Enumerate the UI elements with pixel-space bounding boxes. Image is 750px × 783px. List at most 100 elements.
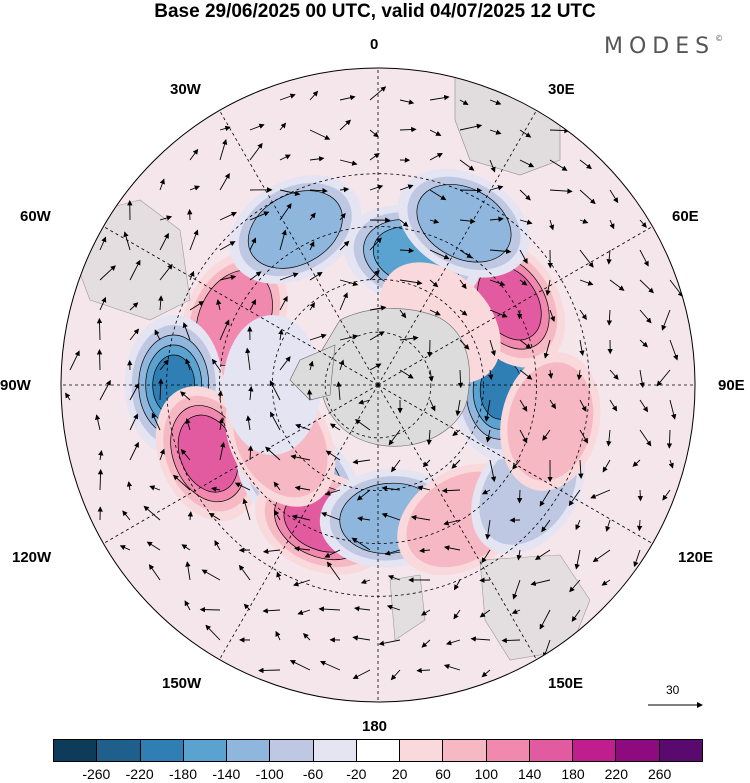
wind-arrow — [242, 498, 251, 521]
wind-arrow — [352, 669, 371, 679]
wind-arrow — [489, 279, 506, 287]
wind-arrow — [420, 609, 431, 616]
wind-arrow — [99, 379, 111, 401]
wind-arrow — [481, 669, 491, 678]
anomaly-field — [124, 168, 601, 576]
wind-arrow — [459, 159, 475, 171]
wind-arrow — [519, 279, 528, 286]
wind-arrow — [238, 564, 251, 581]
wind-arrow — [129, 328, 140, 341]
colorbar-tick-label: -220 — [125, 766, 154, 782]
wind-arrow — [549, 188, 573, 194]
wind-arrow — [273, 481, 281, 491]
wind-arrow — [329, 423, 341, 431]
wind-arrow — [249, 211, 270, 221]
wind-arrow — [609, 189, 619, 204]
colorbar-swatch — [227, 740, 271, 761]
wind-arrow — [96, 349, 103, 371]
wind-arrow — [295, 423, 311, 431]
wind-arrow — [384, 549, 401, 556]
wind-arrow — [639, 429, 652, 447]
wind-arrow — [519, 129, 532, 138]
wind-arrow — [388, 429, 401, 446]
wind-arrow — [633, 549, 641, 568]
wind-arrow — [143, 505, 161, 521]
wind-arrow — [661, 309, 671, 331]
wind-arrow — [219, 241, 236, 251]
brand-logo: MODES© — [604, 34, 723, 59]
wind-arrow — [276, 571, 282, 581]
wind-arrow — [639, 219, 647, 228]
wind-arrow — [219, 274, 237, 281]
wind-arrow — [519, 339, 532, 349]
wind-arrow — [549, 399, 557, 410]
reference-vector-label: 30 — [666, 683, 680, 697]
wind-arrow — [309, 129, 331, 140]
wind-arrow — [339, 212, 346, 221]
wind-arrow — [428, 369, 434, 382]
wind-arrow — [182, 322, 191, 341]
colorbar-swatch — [97, 740, 141, 761]
colorbar-swatch — [313, 740, 357, 761]
meridian-line — [377, 226, 653, 386]
wind-arrow — [180, 449, 191, 461]
wind-arrow — [452, 429, 461, 437]
wind-arrow — [303, 633, 311, 641]
colorbar-tick-label: 140 — [517, 766, 542, 782]
wind-arrow — [146, 541, 161, 551]
wind-arrow — [336, 381, 342, 401]
colorbar-ticks: -260 -220 -180 -140 -100 -60 -20 20 60 100 140 180 2… — [0, 766, 750, 783]
wind-arrow — [99, 296, 107, 311]
wind-arrow — [291, 514, 311, 521]
wind-arrow — [516, 549, 522, 561]
wind-arrow — [123, 231, 131, 251]
lon-label-150e: 150E — [548, 675, 584, 692]
colorbar-swatch — [443, 740, 487, 761]
wind-arrow — [592, 549, 611, 563]
wind-arrow — [590, 489, 611, 499]
wind-arrow — [219, 125, 231, 132]
wind-arrow — [356, 489, 371, 501]
wind-arrow — [417, 485, 431, 491]
wind-arrow — [278, 328, 284, 341]
colorbar-tick-label: 100 — [474, 766, 499, 782]
lon-label-60e: 60E — [672, 208, 699, 225]
colorbar-swatch — [183, 740, 228, 761]
wind-arrow — [579, 399, 587, 412]
wind-arrow — [416, 667, 431, 674]
wind-arrow — [339, 240, 350, 251]
colorbar-tick-label: -100 — [255, 766, 284, 782]
wind-arrow — [519, 189, 531, 201]
wind-arrow — [275, 630, 281, 641]
wind-arrow — [309, 302, 315, 311]
latitude-circle — [324, 331, 432, 439]
copyright-mark: © — [715, 34, 724, 43]
lon-label-180: 180 — [362, 718, 388, 735]
wind-arrow — [517, 309, 523, 320]
wind-arrow — [306, 389, 313, 401]
wind-arrow — [481, 549, 491, 564]
wind-arrow — [519, 399, 528, 412]
wind-arrow — [369, 269, 380, 281]
colorbar-swatch — [270, 740, 314, 761]
wind-arrow — [249, 237, 257, 251]
wind-arrow — [639, 279, 654, 294]
wind-arrow — [219, 139, 228, 161]
wind-arrow — [187, 511, 194, 521]
brand-name: MODES — [604, 34, 716, 59]
land-masses — [61, 68, 591, 661]
wind-arrow — [602, 459, 611, 473]
wind-arrow — [443, 545, 461, 551]
wind-arrow — [454, 579, 461, 591]
wind-arrow — [479, 609, 491, 618]
wind-arrow — [453, 609, 461, 620]
reference-vector: 30 — [646, 683, 706, 713]
wind-arrow — [489, 248, 512, 255]
wind-arrow — [149, 485, 161, 491]
wind-arrow — [309, 188, 328, 194]
wind-arrow — [290, 454, 311, 461]
wind-arrow — [489, 339, 496, 357]
wind-arrow — [662, 489, 671, 501]
wind-arrow — [429, 189, 447, 201]
wind-arrow — [669, 339, 679, 361]
